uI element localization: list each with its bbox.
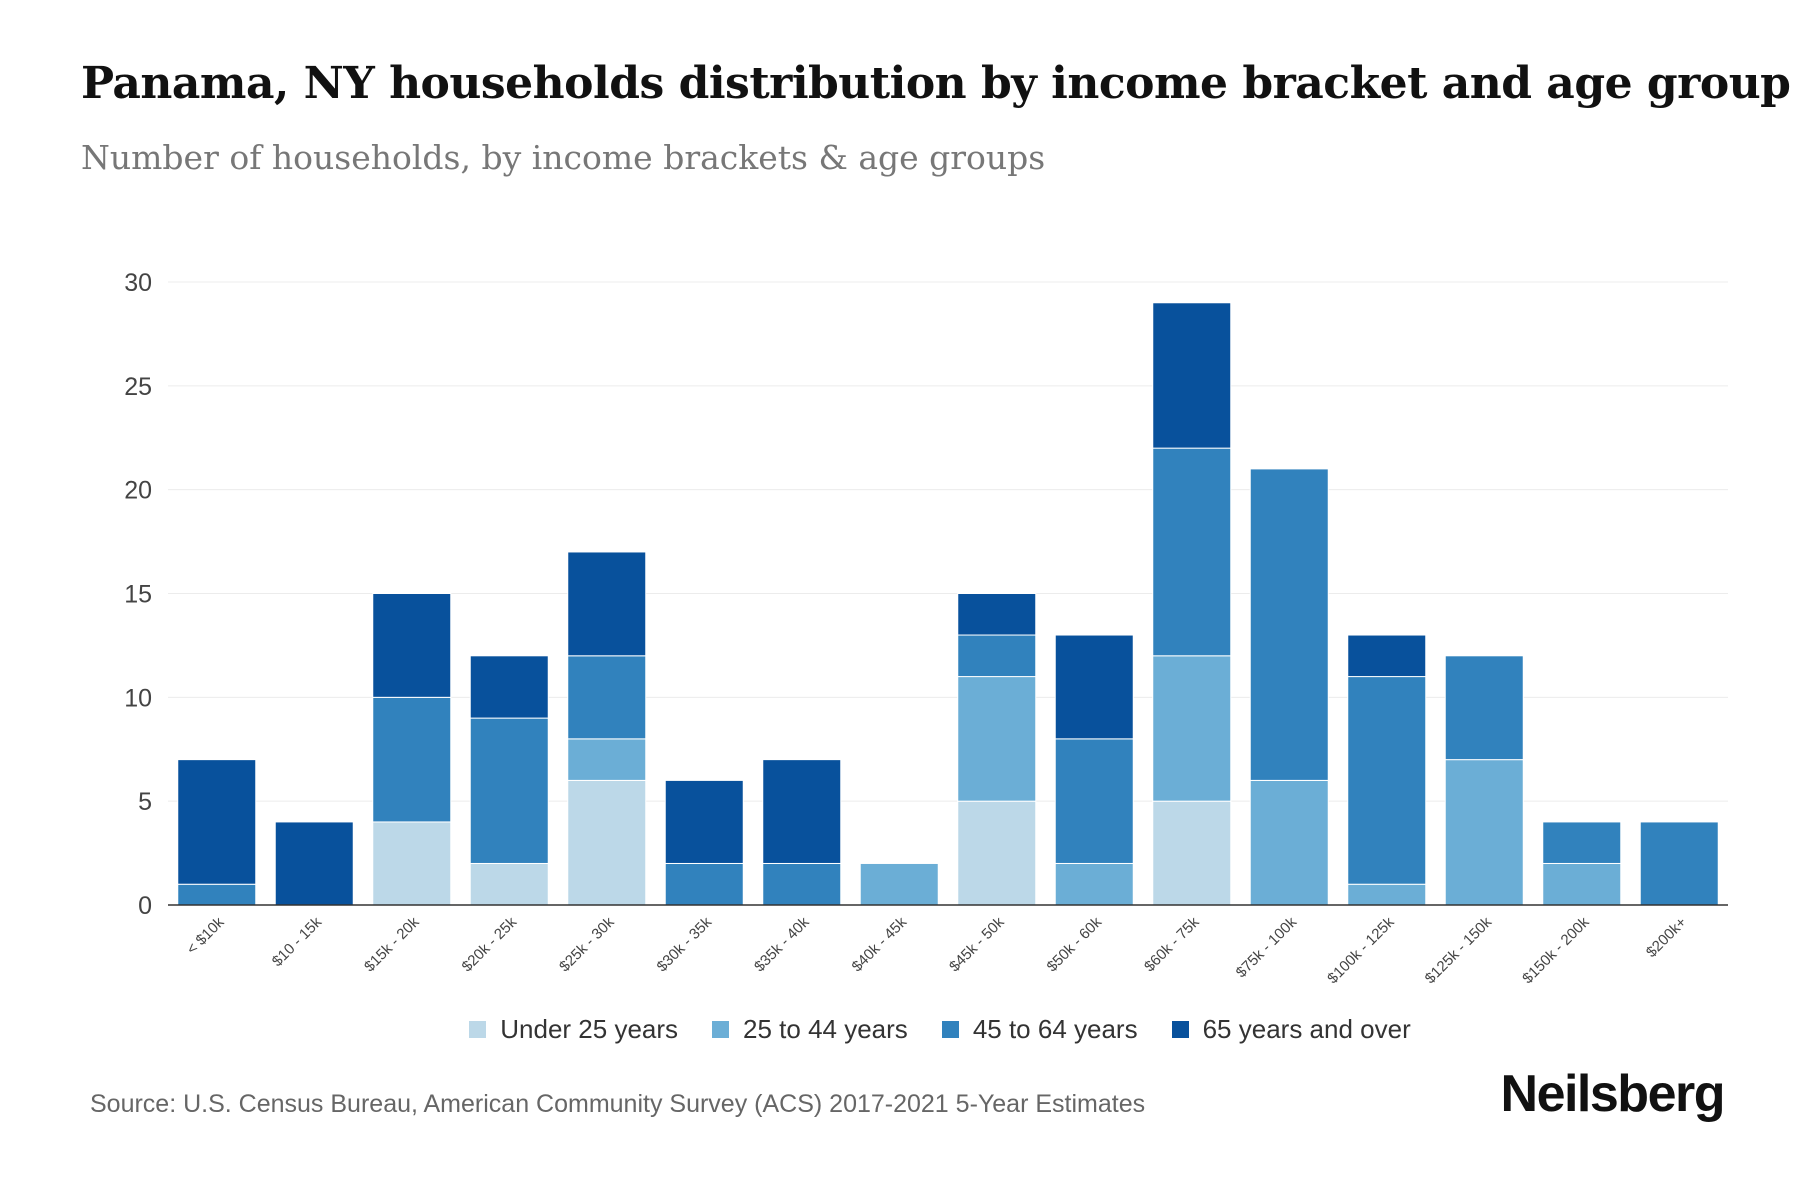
y-tick-label: 30: [124, 269, 152, 297]
bar-segment: [1054, 738, 1134, 864]
bar-segment: [1542, 862, 1622, 906]
x-tick-label: $200k+: [1643, 914, 1690, 961]
x-tick-label: $75k - 100k: [1233, 913, 1301, 981]
bar-segment: [1347, 634, 1427, 678]
bar-segment: [1152, 302, 1232, 449]
bar-segment: [1444, 655, 1524, 761]
bar-segment: [1347, 883, 1427, 906]
chart-title: Panama, NY households distribution by in…: [81, 58, 1791, 109]
legend-label: 25 to 44 years: [743, 1014, 908, 1044]
x-tick-label: $45k - 50k: [946, 913, 1008, 975]
bar-segment: [177, 883, 257, 906]
bar-segment: [567, 779, 647, 906]
bar-segment: [664, 862, 744, 906]
x-tick-label: $25k - 30k: [556, 913, 618, 975]
x-tick-label: $150k - 200k: [1519, 913, 1593, 987]
bar-segment: [1639, 821, 1719, 906]
bar-segment: [1249, 468, 1329, 781]
stacked-bar-chart: 0 5 10 15 20 25 30 < $10k $10 - 15k $15k - 20k $2…: [124, 269, 1728, 987]
y-axis-ticks: 0 5 10 15 20 25 30: [124, 269, 152, 920]
bar-segment: [957, 676, 1037, 802]
chart-subtitle: Number of households, by income brackets…: [81, 138, 1046, 177]
x-tick-label: $125k - 150k: [1422, 913, 1496, 987]
bar-segment: [1249, 779, 1329, 906]
bar-segment: [859, 862, 939, 906]
legend-label: Under 25 years: [500, 1014, 679, 1044]
y-tick-label: 0: [138, 892, 152, 920]
bar-segment: [1347, 676, 1427, 885]
x-axis-ticks: < $10k $10 - 15k $15k - 20k $20k - 25k $25k …: [183, 913, 1690, 987]
legend-label: 45 to 64 years: [972, 1014, 1138, 1044]
x-tick-label: $35k - 40k: [751, 913, 813, 975]
legend-item: Under 25 years: [469, 1014, 678, 1045]
bar-segment: [274, 821, 354, 906]
x-tick-label: $60k - 75k: [1141, 913, 1203, 975]
bar-segment: [372, 593, 452, 698]
bar-segment: [1152, 655, 1232, 802]
legend-label: 65 years and over: [1202, 1014, 1411, 1044]
bar-segment: [957, 800, 1037, 906]
x-tick-label: $100k - 125k: [1324, 913, 1398, 987]
legend-swatch: [469, 1021, 487, 1038]
legend-item: 25 to 44 years: [712, 1014, 908, 1045]
x-tick-label: $10 - 15k: [269, 913, 326, 970]
y-tick-label: 20: [124, 477, 152, 505]
x-tick-label: $20k - 25k: [459, 913, 521, 975]
legend-item: 65 years and over: [1171, 1014, 1411, 1045]
x-tick-label: $15k - 20k: [361, 913, 423, 975]
bar-segment: [469, 862, 549, 906]
bar-segment: [372, 821, 452, 906]
x-tick-label: $30k - 35k: [654, 913, 716, 975]
bar-segment: [1542, 821, 1622, 864]
legend-swatch: [941, 1021, 959, 1038]
x-tick-label: $50k - 60k: [1044, 913, 1106, 975]
bar-segment: [567, 551, 647, 657]
bar-segment: [762, 759, 842, 864]
y-tick-label: 25: [124, 373, 152, 401]
y-tick-label: 10: [124, 684, 152, 712]
x-tick-label: < $10k: [183, 913, 228, 958]
bar-segment: [1152, 800, 1232, 906]
bar-segment: [177, 759, 257, 885]
bar-segment: [957, 593, 1037, 636]
y-tick-label: 5: [138, 788, 152, 816]
bar-segment: [1054, 634, 1134, 740]
bar-segment: [469, 655, 549, 719]
bar-segment: [372, 696, 452, 823]
bar-segment: [1152, 447, 1232, 657]
bar-segment: [567, 655, 647, 740]
legend-item: 45 to 64 years: [941, 1014, 1138, 1045]
bar-segment: [567, 738, 647, 781]
brand-logo: Neilsberg: [1500, 1065, 1726, 1123]
bar-segment: [664, 779, 744, 864]
bar-segment: [762, 862, 842, 906]
legend: Under 25 years 25 to 44 years 45 to 64 yea…: [0, 1014, 1800, 1045]
legend-swatch: [712, 1021, 730, 1038]
bar-segment: [1054, 862, 1134, 906]
bars: [177, 302, 1719, 906]
source-note: Source: U.S. Census Bureau, American Com…: [90, 1090, 1146, 1118]
x-tick-label: $40k - 45k: [849, 913, 911, 975]
legend-swatch: [1171, 1021, 1189, 1038]
bar-segment: [1444, 759, 1524, 906]
bar-segment: [469, 717, 549, 864]
bar-segment: [957, 634, 1037, 678]
y-tick-label: 15: [124, 581, 152, 609]
